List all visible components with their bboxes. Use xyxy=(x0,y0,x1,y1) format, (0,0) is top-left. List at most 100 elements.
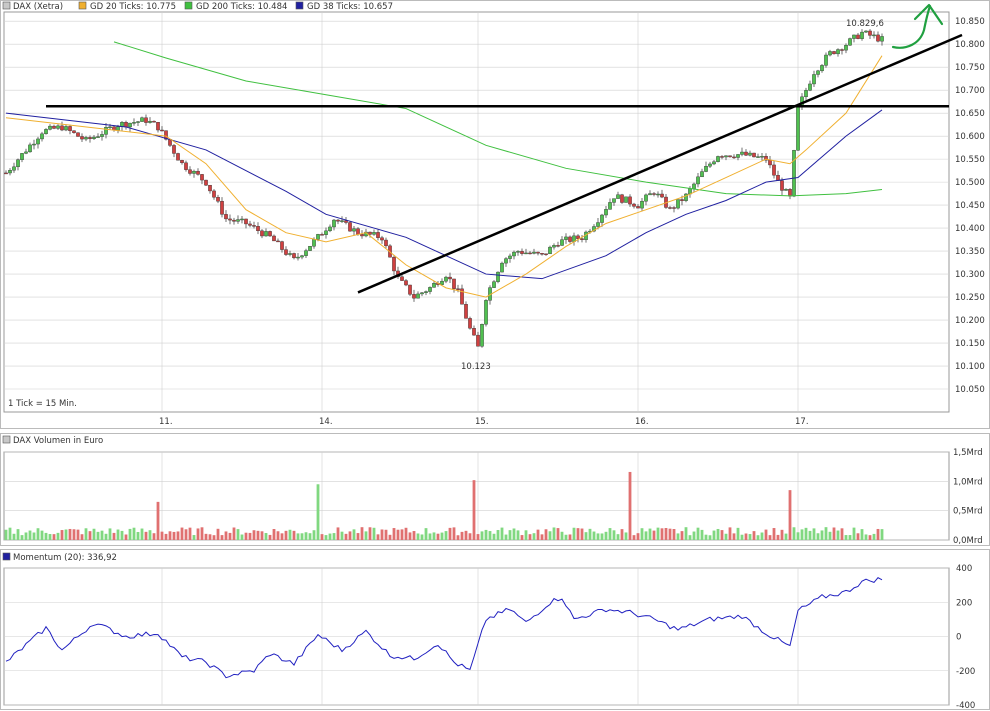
price-y-tick-label: 10.750 xyxy=(955,63,985,73)
volume-bar xyxy=(156,501,160,540)
volume-bar xyxy=(220,535,224,540)
volume-bar xyxy=(860,529,864,540)
volume-bar xyxy=(516,530,520,540)
volume-bar xyxy=(676,533,680,540)
candle-up xyxy=(352,228,356,232)
volume-bar xyxy=(656,527,660,540)
volume-bar xyxy=(856,533,860,540)
volume-bar xyxy=(88,531,92,540)
candlestick-series xyxy=(4,29,884,348)
volume-y-tick-label: 0,0Mrd xyxy=(953,536,983,546)
candle-down xyxy=(268,231,272,237)
volume-bar xyxy=(644,531,648,540)
volume-y-tick-label: 1,0Mrd xyxy=(953,477,983,487)
candle-down xyxy=(380,237,384,241)
candle-up xyxy=(300,255,304,258)
candle-up xyxy=(864,30,868,33)
candle-up xyxy=(96,136,100,138)
candle-down xyxy=(360,234,364,237)
candle-up xyxy=(504,258,508,264)
volume-bar xyxy=(600,533,604,540)
candle-up xyxy=(644,194,648,202)
candle-up xyxy=(716,156,720,162)
volume-bar xyxy=(280,533,284,540)
arrow-curve xyxy=(891,4,932,49)
price-x-axis: 11. 14. 15. 16. 17. xyxy=(159,417,809,427)
volume-bar xyxy=(336,527,340,540)
candle-up xyxy=(852,34,856,39)
volume-bar xyxy=(460,531,464,540)
volume-bar xyxy=(692,531,696,540)
candle-up xyxy=(696,176,700,185)
price-x-tick-label: 16. xyxy=(635,417,649,427)
price-y-tick-label: 10.800 xyxy=(955,40,985,50)
volume-bar xyxy=(796,532,800,540)
volume-bar xyxy=(224,531,228,540)
price-y-tick-label: 10.300 xyxy=(955,270,985,280)
volume-bar xyxy=(608,528,612,540)
candle-up xyxy=(444,276,448,282)
candle-down xyxy=(528,252,532,255)
candle-down xyxy=(188,169,192,174)
volume-bar xyxy=(724,533,728,540)
candle-down xyxy=(60,125,64,131)
candle-up xyxy=(240,218,244,221)
volume-bar xyxy=(840,528,844,540)
volume-bars xyxy=(4,471,884,540)
candle-down xyxy=(160,129,164,132)
legend-label-gd20: GD 20 Ticks: 10.775 xyxy=(90,2,176,12)
volume-bar xyxy=(636,533,640,540)
candle-up xyxy=(340,220,344,222)
volume-bar xyxy=(832,527,836,540)
candle-up xyxy=(836,49,840,55)
volume-bar xyxy=(416,533,420,540)
candle-down xyxy=(408,284,412,295)
volume-bar xyxy=(424,528,428,540)
candle-up xyxy=(236,219,240,222)
volume-bar xyxy=(100,530,104,540)
volume-bar xyxy=(432,532,436,540)
volume-legend-swatch xyxy=(2,435,11,444)
candle-up xyxy=(16,159,20,168)
volume-bar xyxy=(828,531,832,540)
price-plot-area xyxy=(3,11,950,413)
candle-down xyxy=(392,256,396,272)
candle-down xyxy=(456,288,460,290)
up-arrow-annotation xyxy=(891,3,944,49)
candle-up xyxy=(648,193,652,196)
candle-down xyxy=(452,278,456,289)
candle-up xyxy=(44,129,48,135)
volume-bar xyxy=(60,530,64,540)
volume-bar xyxy=(588,528,592,540)
candle-up xyxy=(92,136,96,139)
legend-swatch-gd200 xyxy=(184,1,193,10)
candle-up xyxy=(108,126,112,129)
volume-bar xyxy=(812,528,816,540)
candle-down xyxy=(348,222,352,232)
volume-bar xyxy=(512,528,516,540)
volume-bar xyxy=(20,535,24,540)
candle-up xyxy=(816,70,820,75)
volume-bar xyxy=(752,531,756,540)
candle-down xyxy=(276,240,280,243)
volume-bar xyxy=(232,527,236,540)
volume-bar xyxy=(788,490,792,540)
price-x-tick-label: 14. xyxy=(319,417,333,427)
volume-bar xyxy=(300,533,304,540)
candle-up xyxy=(820,65,824,72)
volume-bar xyxy=(492,533,496,540)
volume-bar xyxy=(276,531,280,540)
volume-bar xyxy=(400,529,404,540)
volume-bar xyxy=(836,530,840,540)
volume-bar xyxy=(536,529,540,540)
candle-down xyxy=(876,34,880,42)
candle-down xyxy=(344,220,348,223)
candle-down xyxy=(868,30,872,36)
candle-up xyxy=(592,226,596,232)
candle-up xyxy=(36,138,40,145)
volume-bar xyxy=(528,534,532,540)
volume-bar xyxy=(632,535,636,540)
volume-bar xyxy=(52,534,56,540)
volume-bar xyxy=(260,531,264,540)
volume-bar xyxy=(704,534,708,540)
